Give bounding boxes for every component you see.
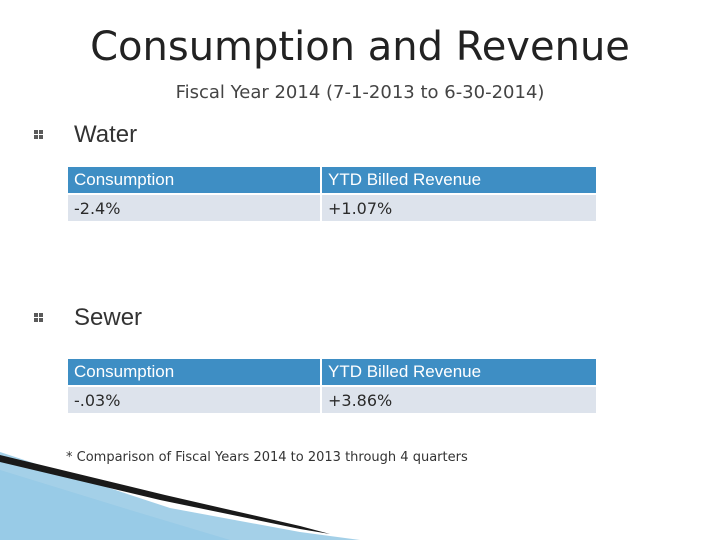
water-consumption-header: Consumption <box>68 167 320 193</box>
water-table: Consumption YTD Billed Revenue -2.4% +1.… <box>66 165 598 223</box>
table-row: -.03% +3.86% <box>68 387 596 413</box>
sewer-revenue-value: +3.86% <box>322 387 596 413</box>
water-section-heading: Water <box>34 121 137 149</box>
table-row: -2.4% +1.07% <box>68 195 596 221</box>
water-revenue-value: +1.07% <box>322 195 596 221</box>
sewer-consumption-value: -.03% <box>68 387 320 413</box>
slide-subtitle: Fiscal Year 2014 (7-1-2013 to 6-30-2014) <box>175 82 545 103</box>
sewer-table: Consumption YTD Billed Revenue -.03% +3.… <box>66 357 598 415</box>
bullet-icon <box>34 313 43 322</box>
water-heading-label: Water <box>74 121 138 148</box>
water-consumption-value: -2.4% <box>68 195 320 221</box>
bullet-icon <box>34 130 43 139</box>
water-revenue-header: YTD Billed Revenue <box>322 167 596 193</box>
table-header-row: Consumption YTD Billed Revenue <box>68 167 596 193</box>
sewer-revenue-header: YTD Billed Revenue <box>322 359 596 385</box>
footnote: * Comparison of Fiscal Years 2014 to 201… <box>66 450 468 465</box>
sewer-section-heading: Sewer <box>34 304 142 332</box>
sewer-consumption-header: Consumption <box>68 359 320 385</box>
slide-title: Consumption and Revenue <box>90 24 630 70</box>
table-header-row: Consumption YTD Billed Revenue <box>68 359 596 385</box>
sewer-heading-label: Sewer <box>74 304 143 331</box>
